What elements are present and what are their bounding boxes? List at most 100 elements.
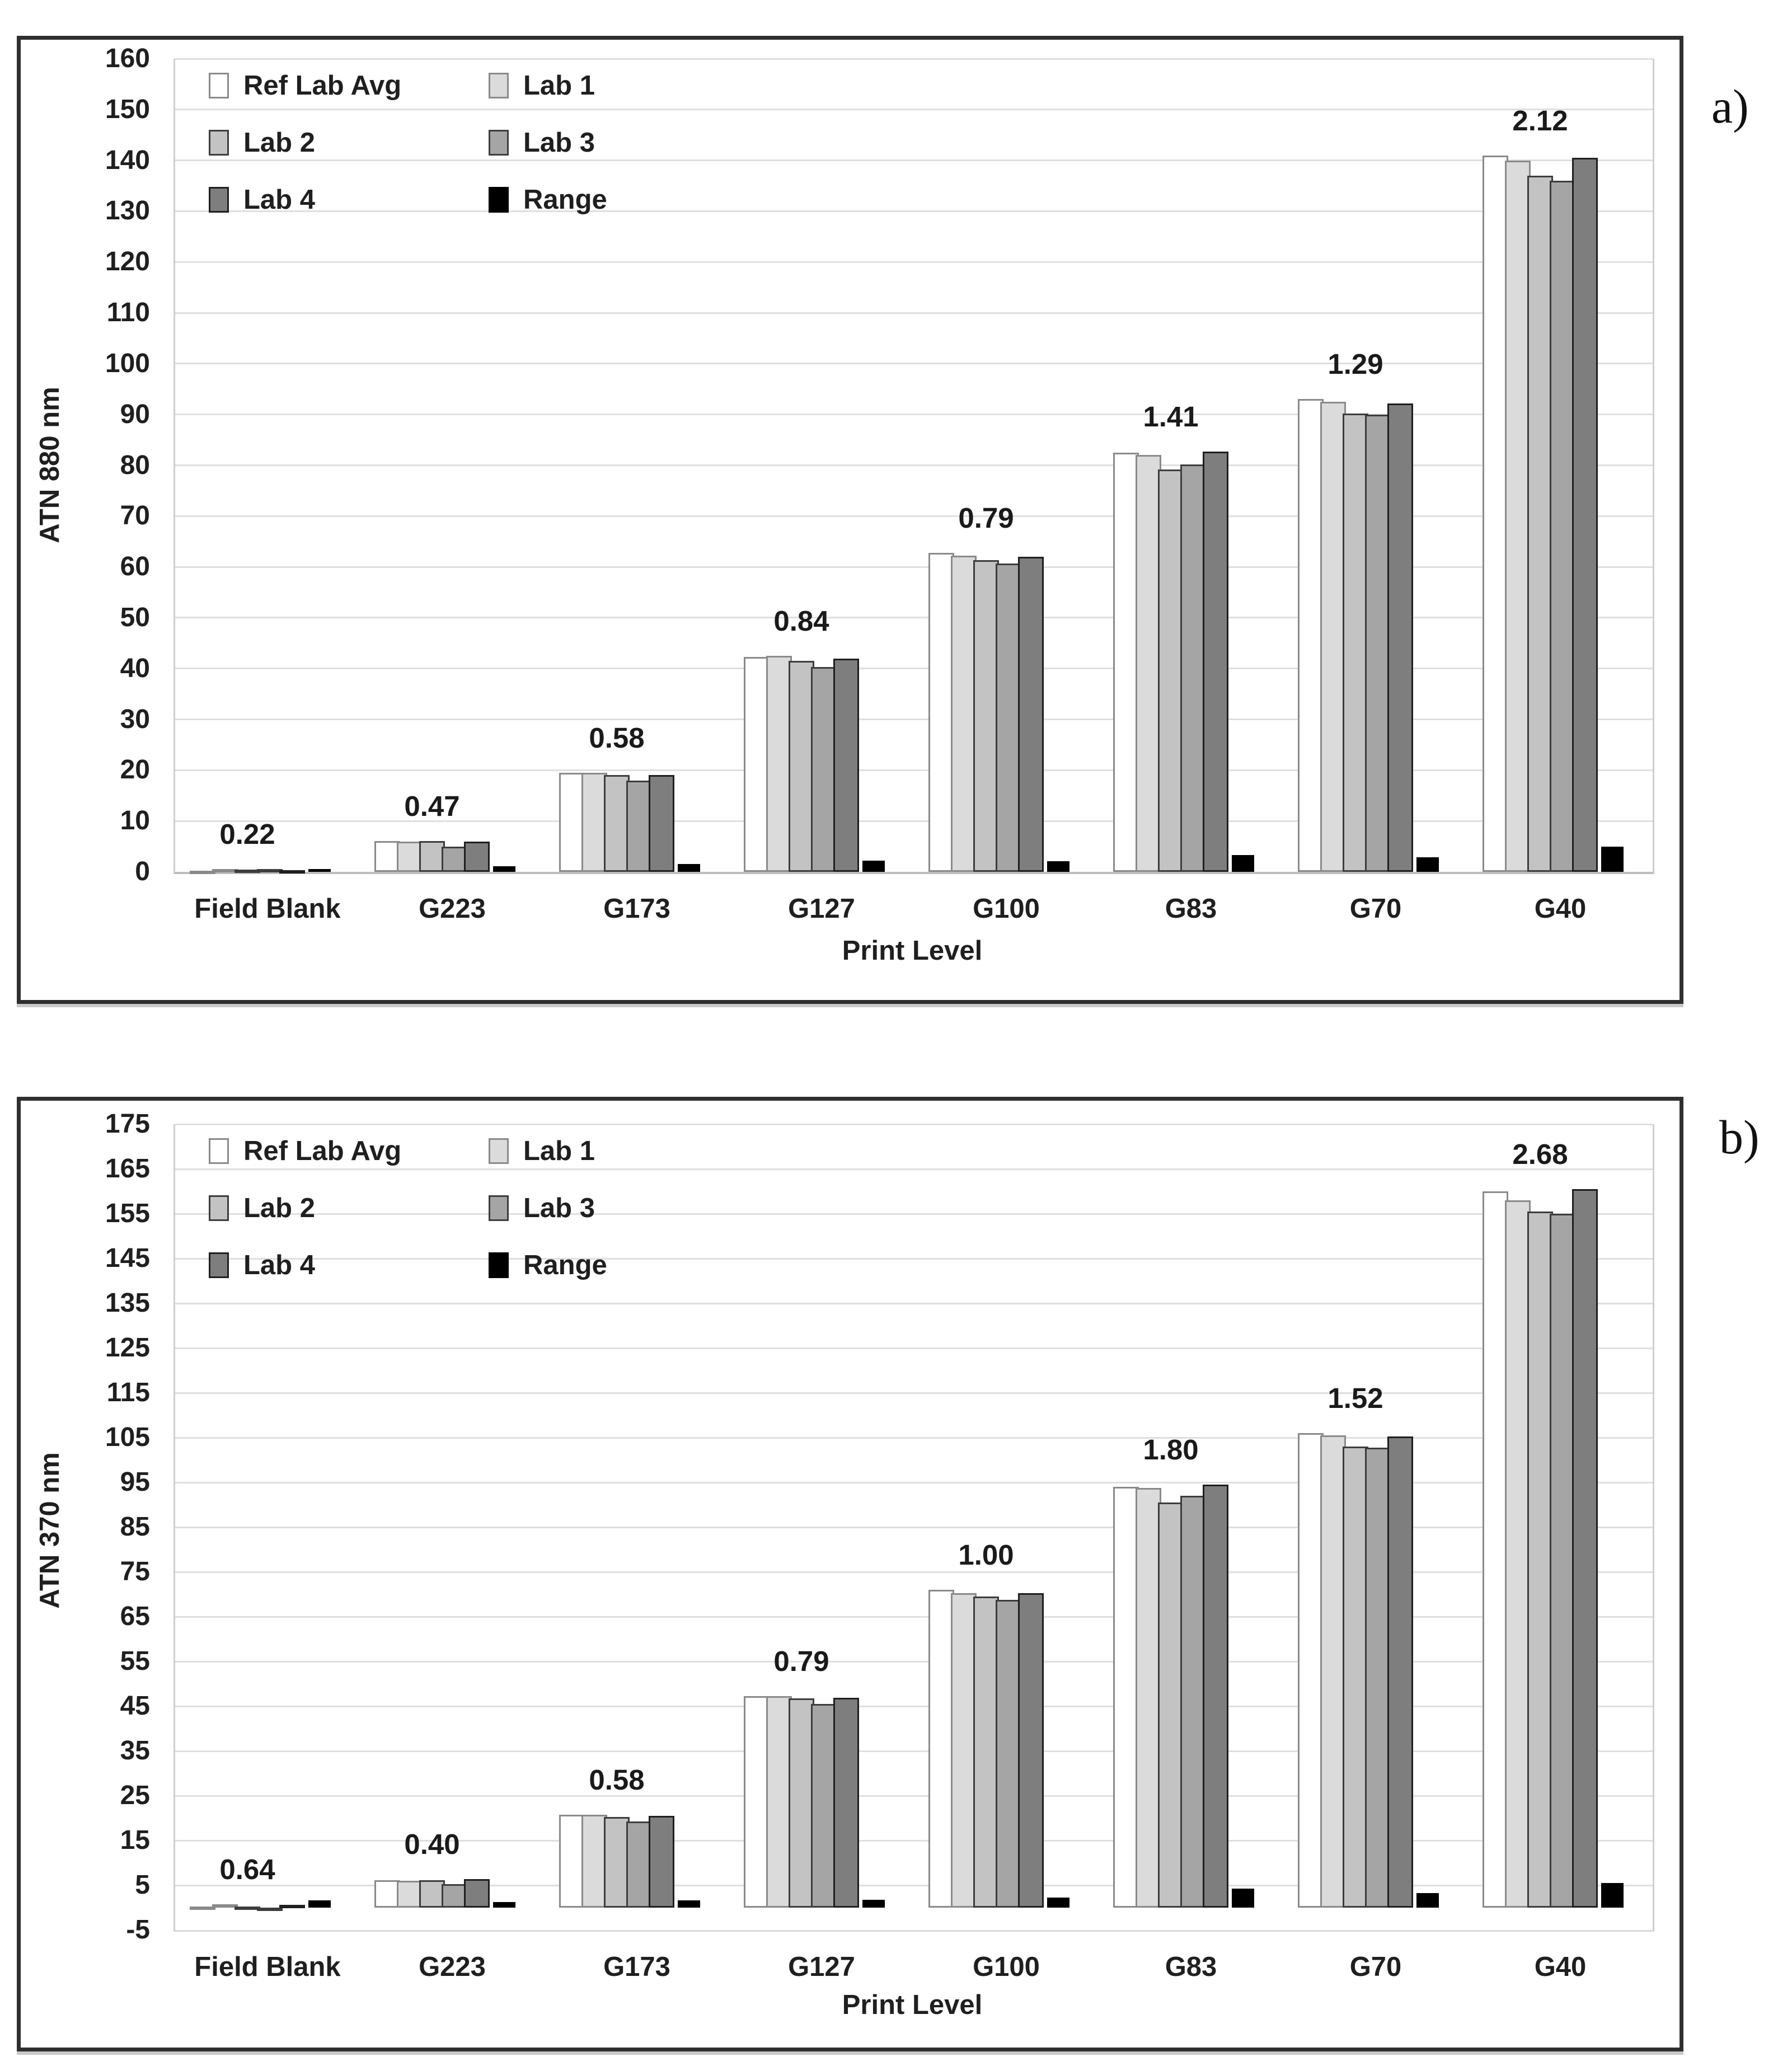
bar [464,842,490,872]
gridline [175,769,1653,771]
y-axis-tick-label: 15 [120,1825,150,1855]
bar [279,1905,305,1909]
bar [1527,1212,1553,1908]
chart-b-plot-area: -5 5 15 25 35 45 55 65 75 85 95 105 115 125 135 145 155 1… [105,1110,1654,1982]
bar [928,552,954,872]
legend-label: Lab 2 [243,1193,315,1223]
bar [374,841,400,872]
bar [1298,399,1324,872]
bar [190,1907,215,1910]
bar [973,1597,999,1908]
gridline [175,363,1653,365]
legend-swatch [209,1252,229,1278]
range-bar [308,1900,331,1908]
group-value-label: 2.68 [1512,1138,1568,1170]
legend-item: Lab 1 [489,1135,595,1167]
gridline [175,58,1653,60]
legend-item: Lab 4 [209,184,315,215]
legend-swatch [489,1138,509,1164]
chart-b-panel: ATN 370 nm -5 5 15 25 35 45 55 65 75 85 95 105 115 12… [17,1097,1683,2051]
legend-label: Range [523,185,607,215]
group-value-label: 0.22 [219,818,275,850]
category-label: G223 [419,894,486,924]
bar [464,1879,490,1908]
gridline [175,1392,1653,1394]
legend-swatch [209,130,229,156]
category-label: G100 [973,1952,1040,1982]
chart-a-panel: ATN 880 nm 0 10 20 30 40 50 60 70 80 90 100 110 120 1… [17,36,1683,1004]
legend-label: Lab 1 [523,1136,595,1166]
gridline [175,1571,1653,1573]
legend-swatch [489,130,509,156]
range-bar [678,864,700,872]
category-label: G223 [419,1952,486,1982]
bar [1365,414,1391,872]
y-axis-tick-label: 100 [105,348,150,378]
gridline [175,1839,1653,1842]
y-axis-tick-label: 50 [120,602,150,632]
gridline [175,312,1653,314]
bar [1387,403,1413,872]
y-axis-tick-label: 85 [120,1512,150,1542]
range-bar [678,1900,700,1908]
legend-label: Ref Lab Avg [243,1136,402,1166]
group-value-label: 0.84 [773,605,829,637]
legend-label: Lab 1 [523,71,595,101]
category-label: Field Blank [194,894,341,924]
legend-label: Lab 3 [523,1193,595,1223]
chart-a-plot-area: 0 10 20 30 40 50 60 70 80 90 100 110 120 130 140 150 160… [105,44,1654,924]
panel-b-letter: b) [1719,1110,1760,1164]
y-axis-tick-label: 20 [120,755,150,785]
gridline [175,1884,1653,1886]
gridline [175,617,1653,619]
legend-item: Range [489,1250,607,1281]
legend-label: Lab 4 [243,185,315,215]
y-axis-tick-label: 80 [120,450,150,480]
bar [1572,158,1598,872]
legend-item: Lab 3 [489,127,595,158]
gridline [175,1168,1653,1170]
gridline [175,210,1653,212]
gridline [175,1750,1653,1752]
y-axis-tick-label: 90 [120,399,150,429]
legend-label: Lab 3 [523,128,595,158]
bar [1203,451,1228,872]
y-axis-tick-label: 160 [105,44,150,73]
category-label: G173 [603,1952,670,1982]
range-bar [1232,855,1254,872]
bar [1572,1189,1598,1908]
range-bar [1416,1893,1439,1908]
y-axis-tick-label: 5 [135,1870,150,1900]
y-axis-tick-label: 55 [120,1646,150,1676]
category-label: G173 [603,894,670,924]
category-label: G83 [1165,1952,1217,1982]
category-label: G40 [1534,894,1587,924]
legend-swatch [489,1252,509,1278]
bar [1483,1191,1508,1908]
legend-swatch [489,73,509,98]
gridline [175,1436,1653,1439]
legend-item: Range [489,184,607,215]
group-value-label: 1.00 [958,1539,1014,1571]
legend-label: Lab 4 [243,1250,315,1280]
group-value-label: 0.79 [773,1645,829,1677]
gridline [175,515,1653,517]
gridline [175,1660,1653,1663]
chart-a-y-axis-title: ATN 880 nm [35,387,65,543]
legend-swatch [209,1138,229,1164]
group-value-label: 2.12 [1512,104,1568,137]
y-axis-tick-label: 70 [120,501,150,531]
y-axis-tick-label: 155 [105,1199,150,1228]
range-bar [1232,1889,1254,1908]
y-axis-tick-label: 130 [105,196,150,226]
group-value-label: 0.58 [589,1763,645,1796]
y-axis-tick-label: 150 [105,94,150,124]
bar [257,1908,283,1912]
group-value-label: 1.52 [1327,1382,1383,1414]
gridline [175,1616,1653,1618]
range-bar [862,861,885,872]
gridline [175,820,1653,822]
y-axis-tick-label: 115 [106,1378,150,1407]
bar [649,1816,674,1908]
gridline [175,1123,1653,1125]
